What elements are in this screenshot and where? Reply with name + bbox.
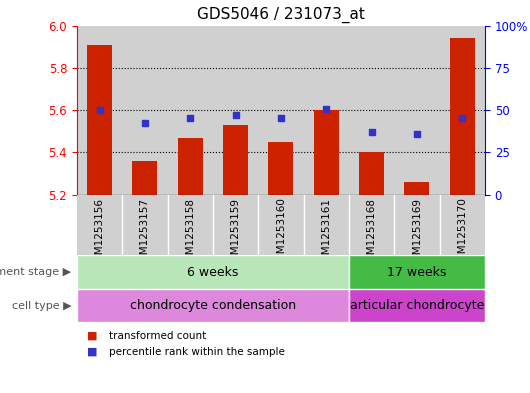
Text: articular chondrocyte: articular chondrocyte [350, 299, 484, 312]
Bar [359, 152, 384, 195]
Text: 17 weeks: 17 weeks [387, 266, 447, 279]
Bar [349, 26, 394, 195]
Bar [87, 44, 112, 195]
Bar [258, 195, 304, 255]
Bar [394, 195, 439, 255]
Bar [77, 26, 122, 195]
Bar [439, 26, 485, 195]
Text: GSM1253160: GSM1253160 [276, 198, 286, 268]
Text: GSM1253156: GSM1253156 [94, 198, 104, 268]
Text: GSM1253161: GSM1253161 [321, 198, 331, 268]
Bar [304, 195, 349, 255]
Bar [77, 195, 122, 255]
Bar [404, 182, 429, 195]
Text: cell type ▶: cell type ▶ [12, 301, 72, 310]
Text: GSM1253159: GSM1253159 [231, 198, 241, 268]
Bar [77, 255, 349, 289]
Bar [349, 255, 485, 289]
Point [95, 107, 104, 113]
Point [277, 116, 285, 122]
Bar [268, 142, 294, 195]
Text: GSM1253170: GSM1253170 [457, 198, 467, 268]
Bar [450, 38, 475, 195]
Text: development stage ▶: development stage ▶ [0, 267, 72, 277]
Point [413, 131, 421, 138]
Text: transformed count: transformed count [109, 331, 206, 341]
Bar [122, 195, 167, 255]
Bar [167, 26, 213, 195]
Bar [77, 289, 349, 322]
Bar [132, 161, 157, 195]
Text: GSM1253169: GSM1253169 [412, 198, 422, 268]
Point [322, 106, 331, 112]
Bar [178, 138, 202, 195]
Bar [213, 195, 258, 255]
Bar [349, 195, 394, 255]
Text: chondrocyte condensation: chondrocyte condensation [130, 299, 296, 312]
Bar [223, 125, 248, 195]
Bar [122, 26, 167, 195]
Bar [349, 289, 485, 322]
Point [140, 119, 149, 126]
Bar [213, 26, 258, 195]
Text: ■: ■ [87, 347, 98, 357]
Text: GSM1253157: GSM1253157 [140, 198, 150, 268]
Bar [394, 26, 439, 195]
Text: ■: ■ [87, 331, 98, 341]
Text: GSM1253168: GSM1253168 [367, 198, 377, 268]
Bar [439, 195, 485, 255]
Text: percentile rank within the sample: percentile rank within the sample [109, 347, 285, 357]
Bar [304, 26, 349, 195]
Point [186, 116, 195, 122]
Point [367, 129, 376, 135]
Bar [258, 26, 304, 195]
Bar [314, 110, 339, 195]
Text: 6 weeks: 6 weeks [187, 266, 239, 279]
Title: GDS5046 / 231073_at: GDS5046 / 231073_at [197, 7, 365, 23]
Point [458, 116, 466, 122]
Text: GSM1253158: GSM1253158 [185, 198, 195, 268]
Point [231, 112, 240, 118]
Bar [167, 195, 213, 255]
